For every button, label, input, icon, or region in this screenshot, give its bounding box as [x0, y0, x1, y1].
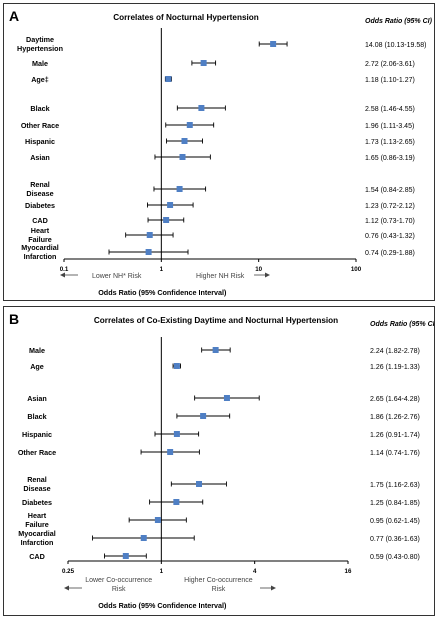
panel-label: B [9, 311, 19, 327]
x-axis-title: Odds Ratio (95% Confidence Interval) [98, 601, 227, 610]
point-estimate [198, 105, 205, 111]
panel-label: A [9, 8, 19, 24]
row-label: Other Race [21, 121, 59, 130]
chart-title: Correlates of Nocturnal Hypertension [113, 13, 259, 22]
column-header: Odds Ratio (95% CI) [365, 18, 433, 25]
point-estimate [223, 395, 230, 401]
x-tick-label: 0.1 [60, 266, 69, 273]
or-value: 0.74 (0.29-1.88) [365, 250, 415, 257]
point-estimate [154, 517, 161, 523]
point-estimate [165, 76, 172, 82]
or-value: 1.73 (1.13-2.65) [365, 139, 415, 146]
forest-plot-a: A Correlates of Nocturnal Hypertension Odd… [9, 8, 433, 297]
point-estimate [212, 347, 219, 353]
point-estimate [173, 363, 180, 369]
row-label: Myocardial Infarction [21, 243, 59, 261]
or-value: 0.76 (0.43-1.32) [365, 233, 415, 240]
point-estimate [176, 186, 183, 192]
row-label: Black [30, 104, 49, 113]
or-value: 14.08 (10.13-19.58) [365, 42, 427, 49]
point-estimate [122, 553, 129, 559]
row-label: Renal Disease [23, 475, 50, 493]
or-value: 1.18 (1.10-1.27) [365, 77, 415, 84]
or-value: 2.58 (1.46-4.55) [365, 106, 415, 113]
row-label: Age‡ [31, 75, 49, 84]
point-estimate [173, 499, 180, 505]
or-value: 2.24 (1.82-2.78) [370, 348, 420, 355]
row-label: CAD [32, 216, 48, 225]
or-value: 0.59 (0.43-0.80) [370, 554, 420, 561]
point-estimate [196, 481, 203, 487]
x-tick-label: 16 [345, 568, 352, 575]
arrow-left-head [60, 272, 65, 278]
panel-b: B Correlates of Co-Existing Daytime and N… [3, 306, 435, 616]
or-value: 1.26 (0.91-1.74) [370, 432, 420, 439]
row-label: Daytime Hypertension [17, 35, 63, 53]
or-value: 1.23 (0.72-2.12) [365, 203, 415, 210]
or-value: 1.54 (0.84-2.85) [365, 187, 415, 194]
direction-label-right: Higher Co-occurrence Risk [184, 577, 253, 593]
row-label: Age [30, 362, 44, 371]
point-estimate [167, 202, 174, 208]
arrow-right-head [265, 272, 270, 278]
or-value: 1.86 (1.26-2.76) [370, 414, 420, 421]
or-value: 1.65 (0.86-3.19) [365, 155, 415, 162]
or-value: 1.75 (1.16-2.63) [370, 482, 420, 489]
or-value: 1.96 (1.11-3.45) [365, 123, 414, 130]
point-estimate [270, 41, 277, 47]
point-estimate [145, 249, 152, 255]
row-label: Heart Failure [28, 226, 52, 244]
x-axis-title: Odds Ratio (95% Confidence Interval) [98, 288, 227, 297]
direction-label-left: Lower NH* Risk [92, 273, 142, 280]
or-value: 0.77 (0.36-1.63) [370, 536, 420, 543]
point-estimate [179, 154, 186, 160]
or-value: 1.25 (0.84-1.85) [370, 500, 420, 507]
x-tick-label: 100 [351, 266, 362, 273]
direction-label-left: Lower Co-occurrence Risk [85, 577, 152, 593]
row-label: Asian [30, 153, 50, 162]
row-label: Hispanic [25, 137, 55, 146]
forest-plot-b: B Correlates of Co-Existing Daytime and N… [9, 311, 434, 610]
column-header: Odds Ratio (95% CI) [370, 321, 434, 328]
row-label: Male [29, 346, 45, 355]
point-estimate [186, 122, 193, 128]
arrow-left-head [64, 585, 69, 591]
row-label: Male [32, 59, 48, 68]
row-label: CAD [29, 552, 45, 561]
point-estimate [140, 535, 147, 541]
row-label: Renal Disease [26, 180, 53, 198]
point-estimate [173, 431, 180, 437]
x-tick-label: 0.25 [62, 568, 75, 575]
point-estimate [167, 449, 174, 455]
x-tick-label: 1 [160, 266, 164, 273]
x-tick-label: 10 [255, 266, 262, 273]
row-label: Black [27, 412, 46, 421]
point-estimate [200, 60, 207, 66]
arrow-right-head [271, 585, 276, 591]
or-value: 0.95 (0.62-1.45) [370, 518, 420, 525]
point-estimate [200, 413, 207, 419]
row-label: Heart Failure [25, 511, 49, 529]
row-label: Other Race [18, 448, 56, 457]
or-value: 1.12 (0.73-1.70) [365, 218, 415, 225]
or-value: 2.65 (1.64-4.28) [370, 396, 420, 403]
or-value: 1.26 (1.19-1.33) [370, 364, 420, 371]
direction-label-right: Higher NH Risk [196, 273, 245, 280]
chart-title: Correlates of Co-Existing Daytime and No… [94, 316, 338, 325]
row-label: Asian [27, 394, 47, 403]
row-label: Diabetes [25, 201, 55, 210]
x-tick-label: 4 [253, 568, 257, 575]
panel-a: A Correlates of Nocturnal Hypertension Odd… [3, 3, 435, 301]
row-label: Diabetes [22, 498, 52, 507]
point-estimate [163, 217, 170, 223]
point-estimate [181, 138, 188, 144]
x-tick-label: 1 [160, 568, 164, 575]
row-label: Myocardial Infarction [18, 529, 56, 547]
point-estimate [146, 232, 153, 238]
or-value: 2.72 (2.06-3.61) [365, 61, 415, 68]
or-value: 1.14 (0.74-1.76) [370, 450, 420, 457]
row-label: Hispanic [22, 430, 52, 439]
